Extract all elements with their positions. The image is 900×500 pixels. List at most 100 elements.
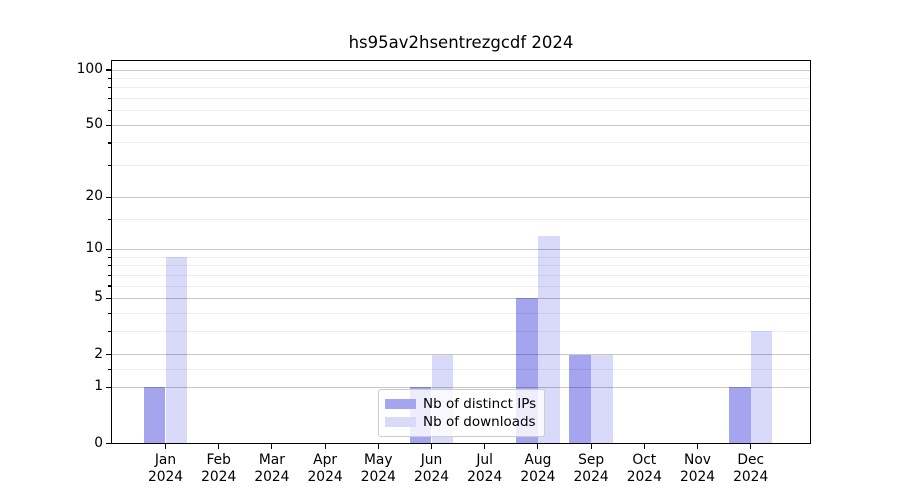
legend-item-downloads: Nb of downloads	[385, 414, 536, 430]
gridline-major	[111, 386, 811, 388]
y-minor-tick	[108, 87, 111, 89]
bar-distinct-ips-dec	[728, 387, 751, 444]
y-tick-label: 10	[85, 240, 103, 257]
x-label-year: 2024	[573, 469, 609, 485]
x-label-month: May	[364, 452, 393, 468]
legend-item-distinct-ips: Nb of distinct IPs	[385, 396, 536, 412]
x-tick-label-feb: Feb 2024	[189, 452, 249, 486]
gridline-major	[111, 248, 811, 250]
x-label-month: Apr	[313, 452, 338, 468]
y-minor-tick	[108, 164, 111, 167]
x-label-month: Mar	[258, 452, 285, 468]
legend-swatch-downloads	[385, 416, 416, 428]
y-minor-tick	[108, 256, 111, 258]
y-tick	[106, 124, 111, 126]
y-minor-tick	[108, 285, 111, 287]
x-tick-label-aug: Aug 2024	[508, 452, 568, 486]
x-label-month: Sep	[578, 452, 605, 468]
gridline-minor	[111, 274, 811, 276]
x-tick	[484, 443, 486, 449]
y-minor-tick	[108, 312, 111, 314]
y-tick	[106, 297, 111, 300]
x-label-year: 2024	[201, 469, 237, 485]
y-tick-label: 2	[94, 345, 103, 362]
x-tick	[643, 443, 645, 449]
y-minor-tick	[108, 218, 111, 220]
y-tick	[106, 248, 111, 251]
y-minor-tick	[108, 368, 111, 370]
x-tick-label-oct: Oct 2024	[614, 452, 674, 486]
gridline-minor	[111, 142, 811, 144]
x-label-year: 2024	[307, 469, 343, 485]
y-tick-label: 5	[94, 289, 103, 306]
y-tick	[106, 69, 111, 71]
y-minor-tick	[108, 265, 111, 267]
bar-downloads-sep	[591, 354, 613, 444]
gridline-major	[111, 297, 811, 299]
gridline-major	[111, 196, 811, 198]
legend-label-downloads: Nb of downloads	[423, 414, 536, 430]
x-tick-label-dec: Dec 2024	[721, 452, 781, 486]
legend-swatch-distinct-ips	[385, 398, 416, 410]
x-tick	[377, 443, 379, 449]
x-label-month: Nov	[684, 452, 711, 468]
gridline-minor	[111, 98, 811, 100]
gridline-major	[111, 124, 811, 126]
x-label-month: Jul	[476, 452, 494, 468]
x-label-year: 2024	[360, 469, 396, 485]
x-tick-label-nov: Nov 2024	[668, 452, 728, 486]
x-tick-label-apr: Apr 2024	[295, 452, 355, 486]
x-tick	[324, 443, 326, 449]
gridline-minor	[111, 256, 811, 258]
x-label-month: Oct	[632, 452, 657, 468]
bar-distinct-ips-sep	[569, 354, 592, 444]
y-tick-label: 0	[94, 434, 103, 451]
y-tick-label: 50	[85, 116, 103, 133]
y-tick	[106, 196, 111, 198]
gridline-minor	[111, 87, 811, 89]
legend-label-distinct-ips: Nb of distinct IPs	[423, 396, 537, 412]
y-tick-label: 100	[76, 61, 103, 77]
x-tick-label-jul: Jul 2024	[455, 452, 515, 486]
x-tick	[590, 443, 592, 449]
x-tick	[430, 443, 433, 449]
x-label-month: Dec	[737, 452, 765, 468]
x-label-year: 2024	[467, 469, 503, 485]
x-label-year: 2024	[413, 469, 450, 485]
y-minor-tick	[108, 274, 111, 276]
x-tick-label-jun: Jun 2024	[402, 452, 462, 486]
gridline-minor	[111, 312, 811, 314]
gridline-major	[111, 354, 811, 356]
gridline-minor	[111, 110, 811, 112]
gridline-major	[111, 69, 811, 71]
y-minor-tick	[108, 330, 111, 332]
bar-downloads-jan	[165, 257, 188, 444]
x-label-month: Feb	[206, 452, 231, 468]
y-minor-tick	[108, 97, 111, 100]
y-minor-tick	[108, 110, 111, 112]
x-label-month: Jan	[154, 452, 177, 468]
x-tick-label-mar: Mar 2024	[242, 452, 302, 486]
x-label-year: 2024	[679, 469, 716, 485]
y-tick	[106, 386, 111, 388]
y-tick	[106, 353, 111, 356]
x-tick-label-jan: Jan 2024	[136, 452, 196, 486]
x-label-year: 2024	[626, 469, 662, 485]
x-tick	[537, 443, 539, 449]
chart-title: hs95av2hsentrezgcdf 2024	[348, 33, 574, 52]
y-tick-label: 20	[85, 188, 103, 205]
gridline-minor	[111, 218, 811, 220]
bar-downloads-dec	[750, 331, 773, 444]
x-tick	[164, 443, 167, 449]
y-minor-tick	[108, 142, 111, 144]
x-tick	[218, 443, 220, 449]
y-minor-tick	[108, 77, 111, 80]
gridline-minor	[111, 330, 811, 332]
legend: Nb of distinct IPs Nb of downloads	[378, 389, 545, 437]
gridline-minor	[111, 265, 811, 267]
gridline-minor	[111, 285, 811, 287]
bar-distinct-ips-jan	[143, 387, 166, 444]
x-label-year: 2024	[733, 469, 769, 485]
x-tick	[750, 443, 752, 449]
